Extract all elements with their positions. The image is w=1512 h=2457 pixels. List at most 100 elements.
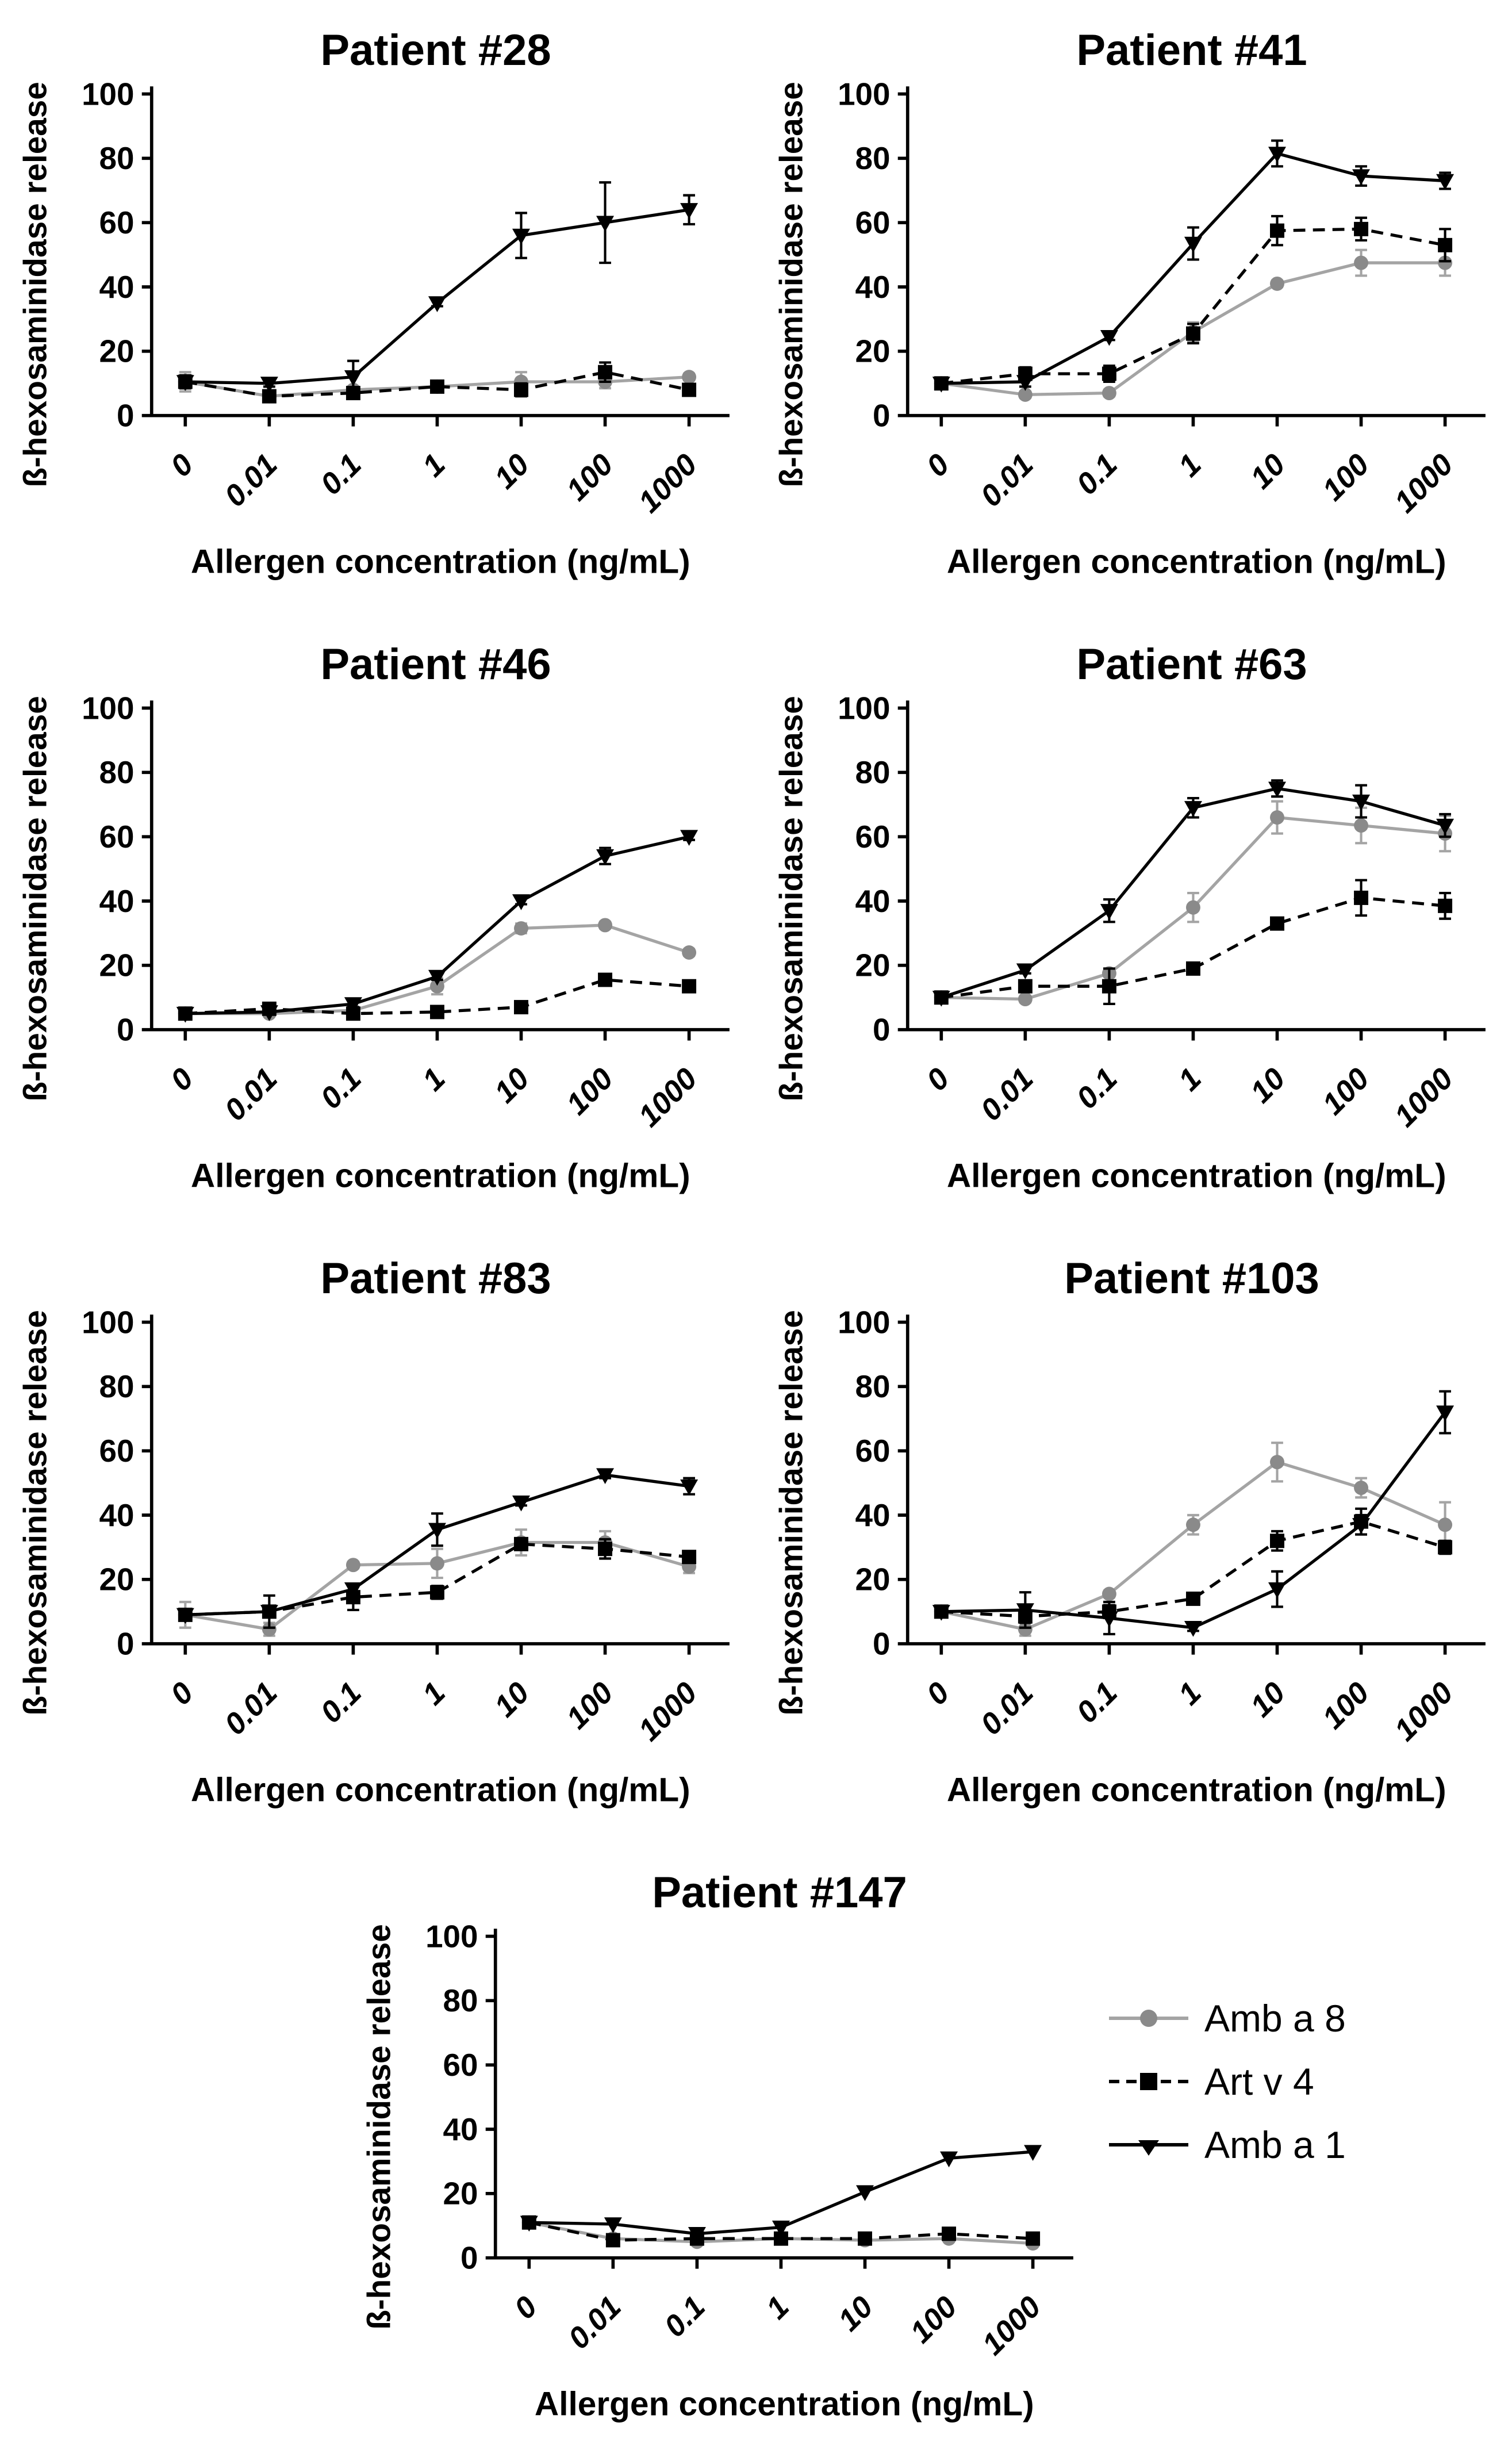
chart-patient-46: Patient #46 0 20 40 60 80 100 0 0.01 0.1 1 10 100 10… xyxy=(0,614,756,1228)
svg-text:0: 0 xyxy=(164,447,200,484)
svg-text:ß-hexosaminidase release [%]: ß-hexosaminidase release [%] xyxy=(773,1307,809,1716)
svg-text:ß-hexosaminidase release [%]: ß-hexosaminidase release [%] xyxy=(361,1921,397,2330)
svg-text:20: 20 xyxy=(855,334,891,369)
svg-text:10: 10 xyxy=(1244,447,1292,495)
svg-text:0.1: 0.1 xyxy=(314,1061,368,1116)
svg-text:0: 0 xyxy=(920,1676,956,1712)
svg-text:1: 1 xyxy=(1172,1061,1208,1098)
legend-item-art-v-4: Art v 4 xyxy=(1106,2060,1346,2103)
svg-text:ß-hexosaminidase release [%]: ß-hexosaminidase release [%] xyxy=(773,693,809,1102)
svg-text:0.01: 0.01 xyxy=(218,1061,284,1128)
svg-text:ß-hexosaminidase release [%]: ß-hexosaminidase release [%] xyxy=(17,693,53,1102)
svg-text:20: 20 xyxy=(443,2176,478,2211)
svg-text:0.1: 0.1 xyxy=(314,447,368,501)
svg-text:0.1: 0.1 xyxy=(1070,447,1124,501)
svg-text:0.01: 0.01 xyxy=(974,447,1040,513)
svg-text:20: 20 xyxy=(855,1562,891,1597)
svg-text:100: 100 xyxy=(560,1061,620,1121)
chart-title: Patient #103 xyxy=(1064,1254,1319,1303)
svg-text:80: 80 xyxy=(99,754,135,790)
svg-text:0: 0 xyxy=(117,1626,134,1662)
svg-text:1000: 1000 xyxy=(976,2290,1047,2362)
svg-text:80: 80 xyxy=(443,1983,478,2018)
svg-text:0: 0 xyxy=(460,2240,478,2276)
svg-text:100: 100 xyxy=(904,2290,964,2349)
svg-text:1000: 1000 xyxy=(1388,447,1460,519)
svg-text:10: 10 xyxy=(832,2290,880,2337)
svg-text:Allergen concentration (ng/mL): Allergen concentration (ng/mL) xyxy=(947,543,1446,581)
chart-title: Patient #147 xyxy=(652,1868,907,1917)
svg-text:40: 40 xyxy=(443,2111,478,2147)
svg-text:100: 100 xyxy=(82,79,134,112)
svg-text:80: 80 xyxy=(99,140,135,176)
svg-text:Allergen concentration (ng/mL): Allergen concentration (ng/mL) xyxy=(191,1157,690,1195)
svg-text:20: 20 xyxy=(99,1562,135,1597)
svg-text:1: 1 xyxy=(1172,1676,1208,1712)
svg-text:60: 60 xyxy=(443,2047,478,2083)
svg-text:100: 100 xyxy=(1316,1061,1376,1121)
chart-title: Patient #63 xyxy=(1076,640,1307,689)
svg-text:80: 80 xyxy=(855,1369,891,1404)
amb-a-8-marker-icon xyxy=(1109,2010,1188,2027)
svg-text:100: 100 xyxy=(838,79,890,112)
svg-text:100: 100 xyxy=(82,1307,134,1340)
svg-text:Allergen concentration (ng/mL): Allergen concentration (ng/mL) xyxy=(947,1772,1446,1809)
figure-row-2: Patient #46 0 20 40 60 80 100 0 0.01 0.1 1 10 100 10… xyxy=(0,614,1512,1228)
svg-text:100: 100 xyxy=(1316,1676,1376,1735)
svg-text:60: 60 xyxy=(855,819,891,854)
chart-patient-103: Patient #103 0 20 40 60 80 100 0 0.01 0.1 1 10 100 1… xyxy=(756,1228,1512,1842)
svg-text:Allergen concentration (ng/mL): Allergen concentration (ng/mL) xyxy=(191,1772,690,1809)
svg-text:40: 40 xyxy=(99,1497,135,1533)
svg-text:20: 20 xyxy=(99,948,135,983)
svg-text:0: 0 xyxy=(508,2290,544,2326)
svg-text:0: 0 xyxy=(873,398,890,434)
chart-patient-83: Patient #83 0 20 40 60 80 100 0 0.01 0.1 1 10 100 10… xyxy=(0,1228,756,1842)
svg-text:0.1: 0.1 xyxy=(658,2290,712,2344)
svg-text:10: 10 xyxy=(1244,1676,1292,1723)
svg-text:40: 40 xyxy=(99,883,135,919)
svg-text:100: 100 xyxy=(82,693,134,726)
chart-title: Patient #41 xyxy=(1076,26,1307,75)
svg-text:0.01: 0.01 xyxy=(562,2290,628,2356)
svg-text:60: 60 xyxy=(855,205,891,240)
svg-text:40: 40 xyxy=(855,883,891,919)
svg-text:1000: 1000 xyxy=(632,447,704,519)
svg-text:0: 0 xyxy=(117,398,134,434)
svg-text:1: 1 xyxy=(416,447,452,484)
svg-text:10: 10 xyxy=(1244,1061,1292,1109)
svg-text:1: 1 xyxy=(416,1061,452,1098)
svg-text:60: 60 xyxy=(99,1433,135,1469)
svg-text:40: 40 xyxy=(855,1497,891,1533)
svg-text:0: 0 xyxy=(873,1012,890,1048)
legend-item-label: Amb a 8 xyxy=(1204,1997,1346,2040)
svg-text:1000: 1000 xyxy=(1388,1676,1460,1747)
chart-patient-28: Patient #28 0 20 40 60 80 100 0 0.01 0.1 1 10 100 10… xyxy=(0,0,756,614)
svg-text:100: 100 xyxy=(560,447,620,507)
legend-item-amb-a-1: Amb a 1 xyxy=(1106,2123,1346,2167)
svg-text:1000: 1000 xyxy=(632,1061,704,1133)
svg-text:80: 80 xyxy=(855,140,891,176)
svg-text:0: 0 xyxy=(873,1626,890,1662)
legend: Amb a 8 Art v 4 Amb a 1 xyxy=(1106,1996,1346,2457)
figure-row-1: Patient #28 0 20 40 60 80 100 0 0.01 0.1 1 10 100 10… xyxy=(0,0,1512,614)
svg-text:20: 20 xyxy=(855,948,891,983)
svg-text:0.1: 0.1 xyxy=(314,1676,368,1730)
svg-text:100: 100 xyxy=(425,1921,478,1954)
art-v-4-marker-icon xyxy=(1109,2073,1188,2090)
chart-title: Patient #83 xyxy=(320,1254,551,1303)
svg-text:10: 10 xyxy=(488,1061,536,1109)
legend-item-label: Art v 4 xyxy=(1204,2060,1314,2103)
svg-text:0: 0 xyxy=(117,1012,134,1048)
figure-row-4: Patient #147 0 20 40 60 80 100 0 0.01 0.1 1 10 100 1… xyxy=(0,1842,1512,2457)
svg-text:0: 0 xyxy=(164,1676,200,1712)
legend-item-amb-a-8: Amb a 8 xyxy=(1106,1996,1346,2040)
chart-title: Patient #28 xyxy=(320,26,551,75)
svg-text:0.01: 0.01 xyxy=(218,1676,284,1742)
svg-text:1: 1 xyxy=(759,2290,796,2326)
svg-text:10: 10 xyxy=(488,447,536,495)
